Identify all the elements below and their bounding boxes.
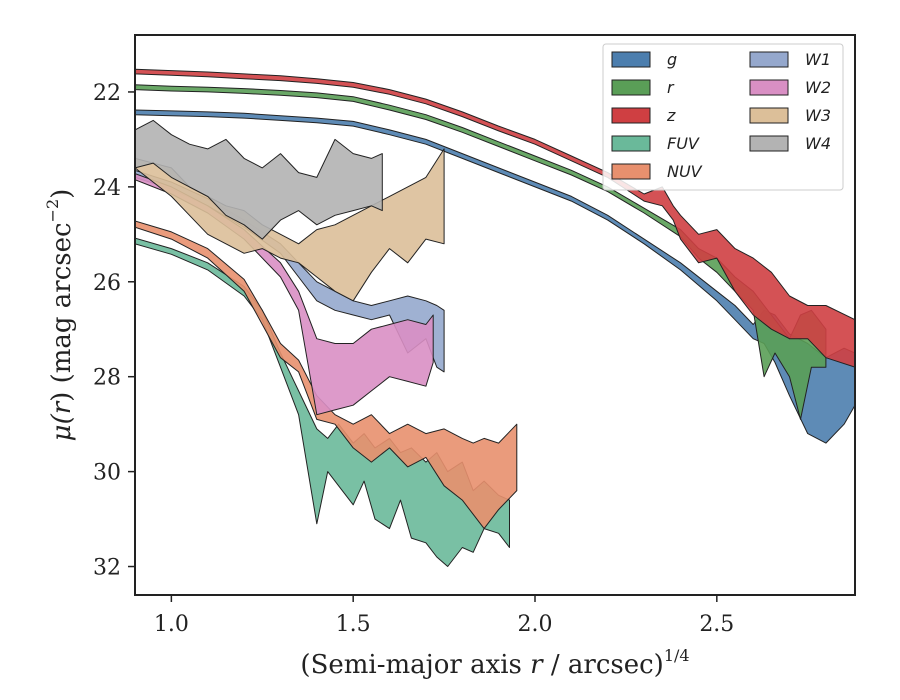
y-tick-label: 30 — [93, 461, 121, 486]
x-axis-label: (Semi-major axis r / arcsec)1/4 — [300, 646, 689, 680]
y-tick-label: 26 — [93, 271, 121, 296]
legend-swatch-r — [611, 79, 651, 96]
y-axis-label-exp: −2 — [43, 199, 62, 223]
legend-swatch-NUV — [611, 163, 651, 180]
legend-label-r: r — [667, 78, 675, 97]
band-W4 — [135, 119, 383, 240]
legend-swatch-FUV — [611, 135, 651, 152]
x-tick-label: 1.0 — [154, 612, 189, 637]
legend-label-W1: W1 — [805, 50, 831, 69]
band-r — [135, 84, 827, 420]
legend-label-W2: W2 — [805, 78, 831, 97]
legend-swatch-W2 — [749, 79, 789, 96]
y-tick-label: 28 — [93, 366, 121, 391]
band-FUV — [135, 237, 510, 567]
y-axis-ticks: 22 24 26 28 30 32 — [93, 81, 135, 581]
x-axis-ticks: 1.0 1.5 2.0 2.5 — [154, 595, 734, 637]
band-NUV — [135, 220, 518, 530]
y-axis-label: μ(r) (mag arcsec−2) — [43, 189, 77, 442]
legend-label-W3: W3 — [805, 106, 831, 125]
x-tick-label: 1.5 — [336, 612, 371, 637]
legend-swatch-W4 — [749, 135, 789, 152]
band-W2 — [135, 173, 434, 416]
legend-label-W4: W4 — [805, 134, 831, 153]
x-tick-label: 2.0 — [518, 612, 553, 637]
x-axis-label-rest: / arcsec) — [543, 650, 664, 680]
y-axis-label-close: ) — [47, 189, 77, 199]
legend-label-z: z — [666, 106, 676, 125]
x-axis-label-main: (Semi-major axis — [300, 650, 530, 680]
band-z — [135, 68, 855, 368]
x-tick-label: 2.5 — [699, 612, 734, 637]
y-axis-label-mu: μ( — [47, 413, 77, 441]
y-axis-label-rest: ) (mag arcsec — [47, 222, 77, 401]
x-axis-label-exp: 1/4 — [664, 646, 690, 665]
legend-label-NUV: NUV — [667, 162, 703, 181]
series-bands — [135, 68, 855, 567]
plot-frame — [134, 34, 856, 596]
legend-swatch-W1 — [749, 51, 789, 68]
band-g — [135, 109, 855, 444]
legend-swatch-z — [611, 107, 651, 124]
y-axis-label-var: r — [47, 400, 77, 414]
x-axis-label-var: r — [530, 650, 544, 680]
legend-swatch-g — [611, 51, 651, 68]
y-tick-label: 22 — [93, 81, 121, 106]
legend-label-FUV: FUV — [667, 134, 700, 153]
y-tick-label: 24 — [93, 176, 121, 201]
legend-swatch-W3 — [749, 107, 789, 124]
y-tick-label: 32 — [93, 556, 121, 581]
legend: grz FUV NUV W1 W2 W3 W4 — [602, 43, 844, 191]
legend-label-g: g — [667, 50, 677, 69]
